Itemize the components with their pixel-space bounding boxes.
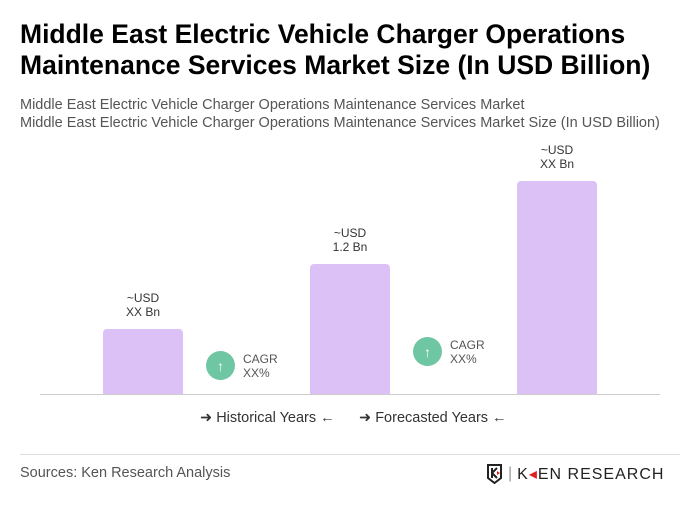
cagr-badge-1: ↑ CAGR XX%: [206, 351, 278, 380]
logo-icon: [487, 464, 502, 484]
legend-forecasted: ➜ Forecasted Years ←: [359, 410, 507, 426]
arrow-up-icon: ↑: [206, 351, 235, 380]
data-label-3: ~USD XX Bn: [539, 143, 575, 172]
ken-research-logo: | K◂EN RESEARCH: [486, 464, 664, 484]
data-label-2: ~USD 1.2 Bn: [332, 226, 368, 255]
cagr-badge-2: ↑ CAGR XX%: [413, 337, 485, 366]
arrow-up-icon: ↑: [413, 337, 442, 366]
subtitle: Middle East Electric Vehicle Charger Ope…: [20, 97, 525, 113]
arrow-right-icon: ➜: [359, 410, 372, 426]
legend-historical: ➜ Historical Years ←: [200, 410, 335, 426]
cagr-label: CAGR: [243, 351, 278, 366]
arrow-right-icon: ➜: [200, 410, 213, 426]
data-label-1: ~USD XX Bn: [125, 291, 161, 320]
legend-label: Historical Years: [216, 410, 317, 426]
sources-text: Sources: Ken Research Analysis: [20, 465, 231, 481]
bar-3: [517, 181, 597, 394]
arrow-left-icon: ←: [320, 410, 335, 426]
arrow-left-icon: ←: [492, 410, 507, 426]
footer-divider: [20, 454, 680, 455]
page-title: Middle East Electric Vehicle Charger Ope…: [20, 19, 651, 80]
legend-label: Forecasted Years: [375, 410, 489, 426]
bar-1: [103, 329, 183, 394]
cagr-label: CAGR: [450, 337, 485, 352]
subtitle-2: Middle East Electric Vehicle Charger Ope…: [20, 115, 660, 131]
cagr-value: XX%: [450, 351, 477, 366]
x-axis-line: [40, 394, 660, 395]
bar-2: [310, 264, 390, 394]
cagr-value: XX%: [243, 365, 270, 380]
